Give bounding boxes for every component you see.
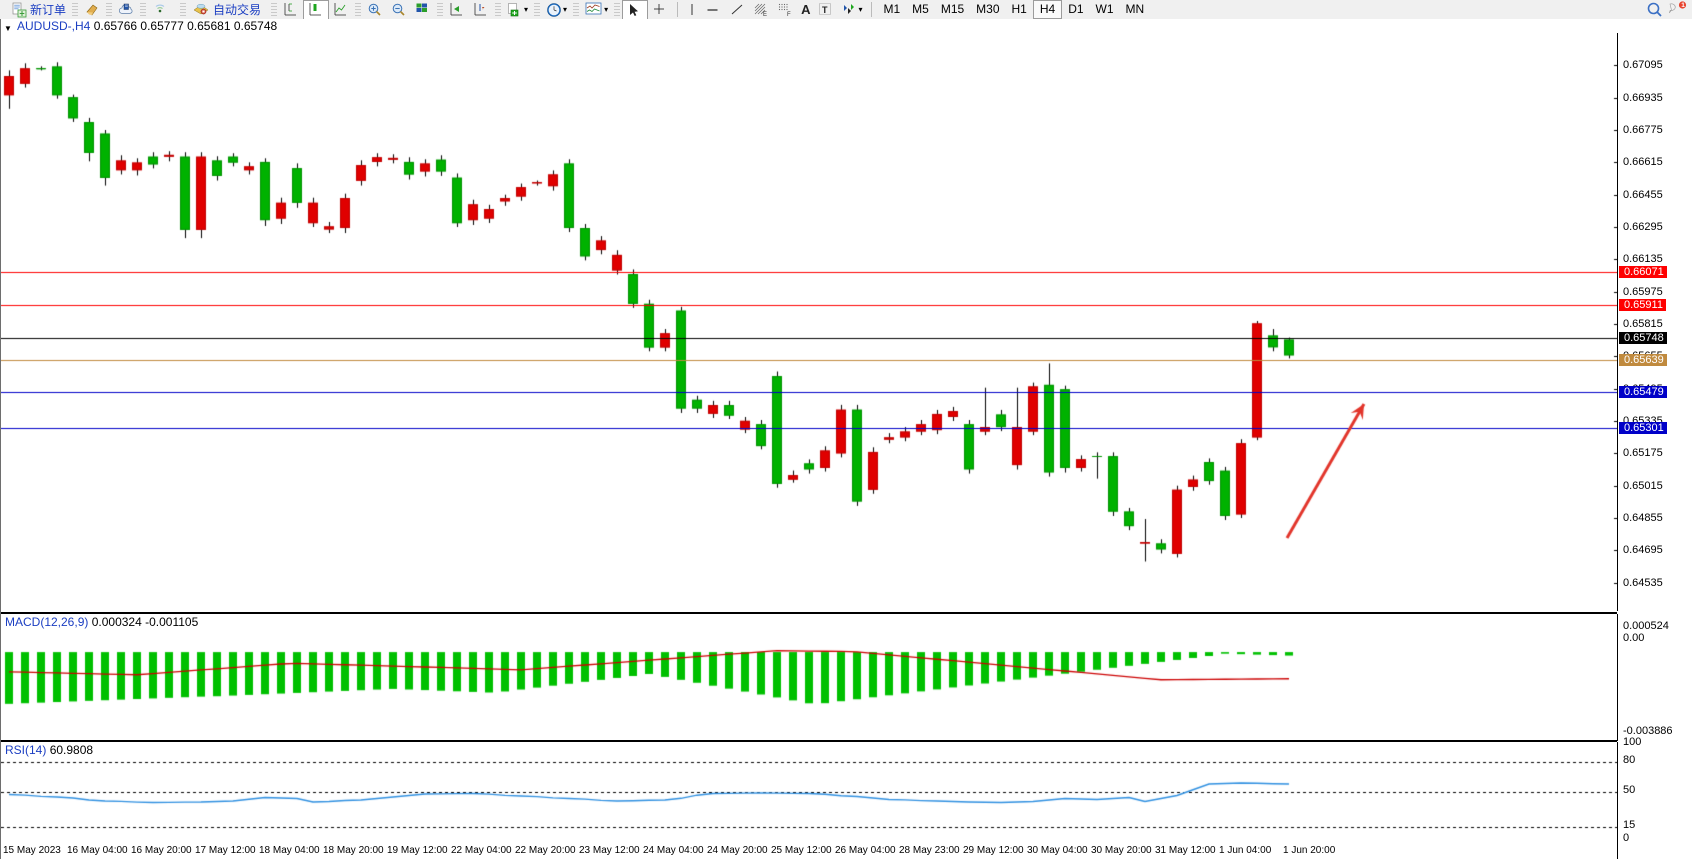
svg-text:F: F	[787, 12, 791, 18]
svg-text:E: E	[763, 12, 767, 18]
svg-text:T: T	[822, 5, 828, 15]
svg-text:1: 1	[1681, 2, 1685, 9]
